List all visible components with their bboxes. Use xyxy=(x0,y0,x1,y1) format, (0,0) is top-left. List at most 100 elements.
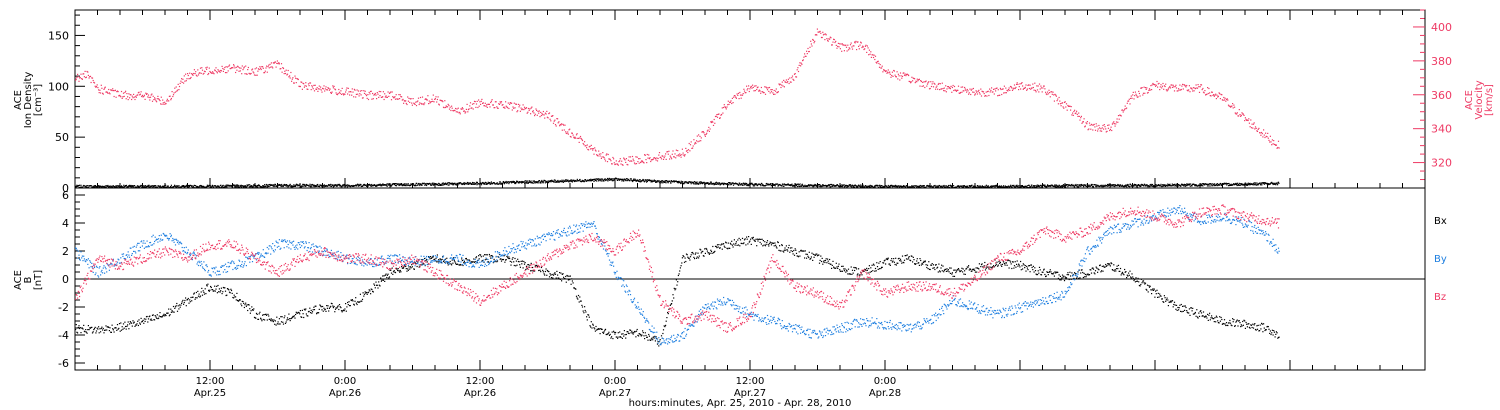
velocity-point xyxy=(171,91,173,93)
bx-point xyxy=(222,291,224,293)
velocity-point xyxy=(618,161,620,163)
velocity-point xyxy=(711,120,713,122)
density-point xyxy=(665,182,667,184)
density-point xyxy=(188,184,190,187)
velocity-point xyxy=(1148,88,1151,90)
velocity-point xyxy=(946,88,948,90)
velocity-point xyxy=(394,96,396,98)
velocity-point xyxy=(168,95,170,97)
velocity-point xyxy=(1138,92,1140,95)
density-point xyxy=(533,180,535,182)
density-point xyxy=(1230,183,1232,185)
velocity-point xyxy=(102,92,104,94)
bx-point xyxy=(112,329,114,331)
density-point xyxy=(859,185,861,187)
velocity-point xyxy=(292,77,294,79)
velocity-point xyxy=(1238,115,1240,117)
density-point xyxy=(167,186,169,188)
velocity-point xyxy=(612,156,614,159)
density-point xyxy=(242,186,244,188)
velocity-point xyxy=(523,109,525,111)
density-point xyxy=(646,179,648,181)
velocity-point xyxy=(1234,112,1236,114)
velocity-point xyxy=(513,102,515,104)
velocity-point xyxy=(494,101,496,103)
density-point xyxy=(505,180,507,183)
bx-point xyxy=(232,296,234,299)
velocity-point xyxy=(87,71,89,73)
velocity-point xyxy=(914,82,916,84)
velocity-point xyxy=(993,93,995,95)
density-point xyxy=(521,180,523,183)
velocity-point xyxy=(356,89,358,91)
velocity-point xyxy=(1081,122,1083,124)
velocity-point xyxy=(1158,82,1160,84)
velocity-point xyxy=(1010,86,1012,88)
density-point xyxy=(138,185,140,187)
velocity-point xyxy=(260,67,262,69)
velocity-point xyxy=(528,109,530,111)
velocity-point xyxy=(293,82,295,84)
velocity-point xyxy=(143,95,145,97)
density-point xyxy=(608,177,610,179)
bx-point xyxy=(149,319,152,321)
velocity-point xyxy=(751,87,753,89)
density-point xyxy=(76,184,78,186)
velocity-point xyxy=(712,124,715,126)
velocity-point xyxy=(216,71,218,73)
velocity-point xyxy=(696,135,698,137)
density-point xyxy=(141,186,143,188)
velocity-point xyxy=(196,75,198,77)
density-point xyxy=(381,184,383,186)
velocity-point xyxy=(517,110,519,112)
density-point xyxy=(1110,185,1112,187)
velocity-point xyxy=(908,80,910,82)
velocity-point xyxy=(1172,84,1174,86)
density-point xyxy=(213,186,215,188)
velocity-point xyxy=(157,95,159,97)
bx-point xyxy=(163,313,165,315)
density-point xyxy=(147,186,150,188)
density-point xyxy=(235,186,237,188)
density-point xyxy=(709,182,711,184)
velocity-point xyxy=(85,77,87,79)
density-point xyxy=(211,184,213,186)
velocity-point xyxy=(1012,88,1014,90)
velocity-point xyxy=(1161,85,1163,87)
density-point xyxy=(660,180,662,182)
velocity-point xyxy=(199,67,202,69)
velocity-point xyxy=(500,101,503,103)
density-point xyxy=(439,184,441,186)
density-point xyxy=(338,184,340,186)
velocity-point xyxy=(1226,98,1228,100)
velocity-point xyxy=(1180,88,1182,91)
velocity-point xyxy=(1029,84,1031,86)
bx-point xyxy=(89,327,91,329)
velocity-point xyxy=(579,137,581,139)
density-point xyxy=(466,181,469,184)
density-point xyxy=(565,179,567,181)
density-point xyxy=(536,181,538,183)
velocity-point xyxy=(1221,94,1223,96)
velocity-point xyxy=(804,53,806,55)
density-point xyxy=(286,185,289,187)
density-point xyxy=(487,181,489,183)
velocity-point xyxy=(491,99,493,101)
density-point xyxy=(1213,185,1215,187)
density-point xyxy=(1171,185,1173,187)
density-point xyxy=(390,185,393,187)
density-point xyxy=(930,185,933,187)
density-point xyxy=(227,184,229,186)
velocity-point xyxy=(1128,98,1130,100)
density-point xyxy=(962,185,964,187)
velocity-point xyxy=(217,69,219,71)
velocity-point xyxy=(1156,80,1158,83)
velocity-point xyxy=(1009,85,1012,88)
velocity-point xyxy=(624,159,626,161)
velocity-point xyxy=(738,98,740,100)
velocity-point xyxy=(347,93,349,95)
density-point xyxy=(1090,185,1092,187)
velocity-point xyxy=(1214,94,1216,96)
velocity-point xyxy=(626,163,628,166)
